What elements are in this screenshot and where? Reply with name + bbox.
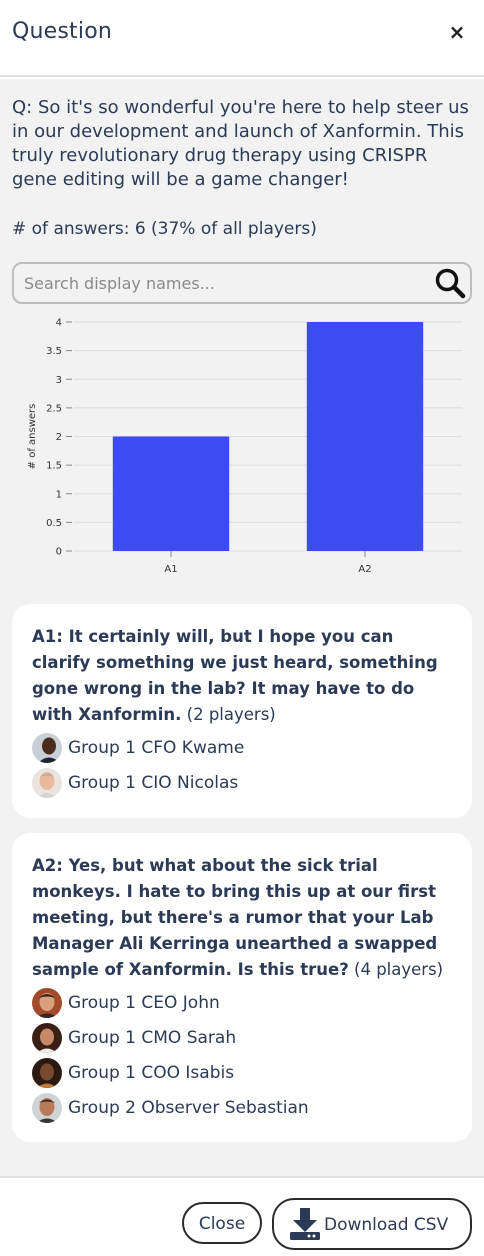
y-tick-label: 0 (56, 547, 62, 558)
y-tick-label: 1 (56, 489, 62, 500)
x-tick-label: A2 (358, 564, 371, 575)
y-tick-label: 4 (56, 318, 62, 329)
player-item: Group 1 CMO Sarah (32, 1020, 452, 1055)
y-tick-label: 0.5 (46, 518, 62, 529)
player-item: Group 1 CEO John (32, 985, 452, 1020)
download-icon (290, 1208, 320, 1240)
avatar (32, 732, 62, 763)
answers-bar-chart: 0 0.5 1 1.5 2 2.5 3 3.5 4 # of answers A1 A2 (27, 318, 462, 575)
bar-a1 (112, 436, 230, 551)
y-tick-label: 3.5 (46, 346, 62, 357)
player-item: Group 1 COO Isabis (32, 1055, 452, 1090)
y-axis-label: # of answers (27, 404, 38, 470)
close-button-label: Close (198, 1214, 246, 1234)
answer-player-count: (4 players) (354, 960, 444, 979)
close-icon[interactable]: × (448, 20, 466, 44)
answer-text: A2: Yes, but what about the sick trial m… (32, 853, 452, 983)
y-tick-label: 1.5 (46, 461, 62, 472)
player-name: Group 1 COO Isabis (68, 1062, 235, 1083)
download-csv-button[interactable]: Download CSV (272, 1198, 472, 1250)
x-tick-label: A1 (164, 564, 177, 575)
answer-player-count: (2 players) (186, 705, 276, 724)
avatar (32, 1057, 62, 1088)
player-name: Group 2 Observer Sebastian (68, 1097, 309, 1118)
answer-count: # of answers: 6 (37% of all players) (12, 219, 317, 239)
avatar (32, 1092, 62, 1123)
modal-title: Question (12, 19, 112, 44)
question-text: Q: So it's so wonderful you're here to h… (12, 97, 469, 190)
player-list: Group 1 CEO John Group 1 CMO Sarah Group… (32, 985, 452, 1125)
avatar (32, 767, 62, 798)
player-item: Group 2 Observer Sebastian (32, 1090, 452, 1125)
player-list: Group 1 CFO Kwame Group 1 CIO Nicolas (32, 730, 452, 800)
y-tick-label: 2.5 (46, 403, 62, 414)
player-name: Group 1 CEO John (68, 992, 220, 1013)
player-name: Group 1 CFO Kwame (68, 737, 245, 758)
answer-card-a2: A2: Yes, but what about the sick trial m… (12, 833, 472, 1142)
answer-text: A1: It certainly will, but I hope you ca… (32, 624, 452, 728)
modal-header: Question × (0, 0, 484, 77)
y-tick-label: 2 (56, 432, 62, 443)
answer-label: A1: It certainly will, but I hope you ca… (32, 627, 438, 724)
avatar (32, 987, 62, 1018)
search-icon[interactable] (434, 267, 466, 299)
player-name: Group 1 CMO Sarah (68, 1027, 237, 1048)
close-button[interactable]: Close (182, 1202, 262, 1244)
answer-card-a1: A1: It certainly will, but I hope you ca… (12, 604, 472, 818)
modal-footer: Close Download CSV (0, 1176, 484, 1256)
download-csv-label: Download CSV (324, 1215, 449, 1235)
answer-label: A2: Yes, but what about the sick trial m… (32, 856, 438, 979)
search-input[interactable] (24, 270, 424, 296)
modal-body: Q: So it's so wonderful you're here to h… (0, 79, 484, 1176)
avatar (32, 1022, 62, 1053)
player-item: Group 1 CIO Nicolas (32, 765, 452, 800)
player-name: Group 1 CIO Nicolas (68, 772, 239, 793)
bar-a2 (306, 322, 424, 551)
player-item: Group 1 CFO Kwame (32, 730, 452, 765)
search-box (12, 262, 472, 304)
y-tick-label: 3 (56, 375, 62, 386)
